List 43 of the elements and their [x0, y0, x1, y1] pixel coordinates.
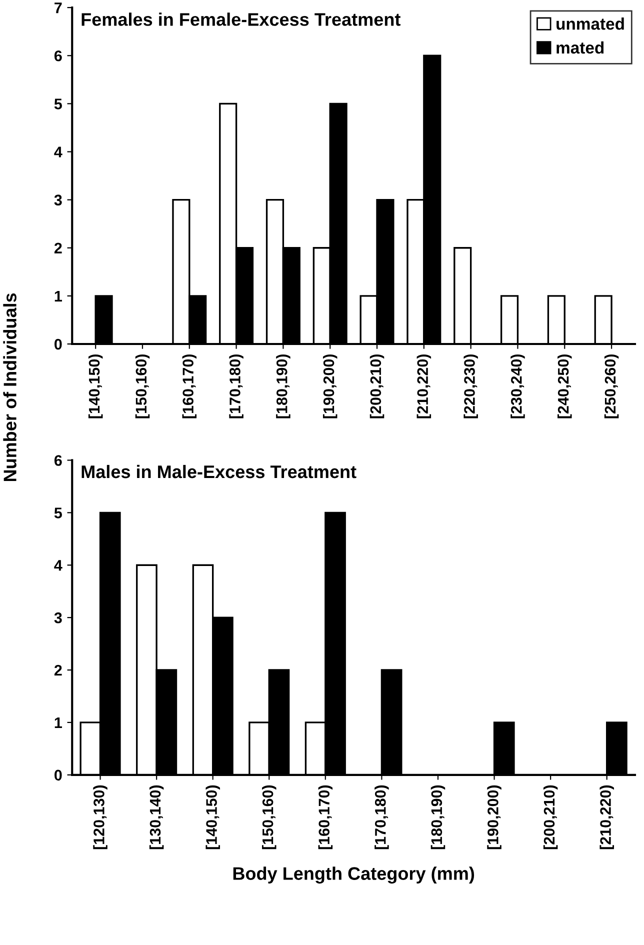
y-tick-label: 2 — [54, 242, 62, 254]
y-axis-title: Number of Individuals — [3, 293, 16, 482]
x-tick-label: [140,150) — [206, 785, 220, 850]
x-tick-label: [190,200) — [322, 354, 338, 418]
x-tick-label: [210,220) — [416, 354, 432, 418]
y-tick-label: 0 — [54, 770, 62, 781]
x-tick-label: [140,150) — [88, 354, 103, 418]
y-tick-label: 5 — [54, 98, 62, 110]
y-tick-label: 1 — [54, 717, 62, 728]
y-tick-label: 4 — [54, 560, 62, 571]
x-tick-label: [200,210) — [370, 354, 384, 418]
y-tick-label: 5 — [54, 508, 62, 518]
x-tick-label: [170,180) — [374, 785, 389, 850]
x-tick-label: [160,170) — [182, 354, 197, 418]
chart-title: Females in Female-Excess Treatment — [82, 12, 400, 26]
y-tick-label: 1 — [54, 290, 62, 302]
legend-label: unmated — [556, 18, 624, 30]
y-tick-label: 3 — [54, 194, 62, 206]
legend-label: mated — [556, 41, 604, 54]
y-tick-label: 7 — [54, 2, 62, 14]
y-tick-label: 4 — [54, 146, 62, 158]
x-tick-label: [170,180) — [229, 354, 244, 418]
x-axis-title: Body Length Category (mm) — [233, 866, 474, 884]
x-tick-label: [150,160) — [135, 354, 150, 418]
y-tick-label: 6 — [54, 455, 62, 466]
x-tick-label: [190,200) — [487, 785, 502, 850]
x-tick-label: [200,210) — [543, 785, 558, 850]
x-tick-label: [130,140) — [149, 785, 164, 850]
y-tick-label: 0 — [54, 338, 62, 350]
x-tick-label: [150,160) — [262, 785, 276, 850]
x-tick-label: [220,230) — [464, 354, 478, 418]
x-tick-label: [250,260) — [604, 354, 619, 418]
x-tick-label: [240,250) — [558, 354, 572, 418]
x-tick-label: [120,130) — [93, 785, 108, 850]
x-tick-label: [210,220) — [600, 785, 614, 850]
y-tick-label: 3 — [54, 612, 62, 624]
chart-title: Males in Male-Excess Treatment — [82, 464, 356, 478]
x-tick-label: [160,170) — [318, 785, 333, 850]
x-tick-label: [180,190) — [430, 785, 446, 850]
y-tick-label: 2 — [54, 664, 62, 676]
x-tick-label: [180,190) — [276, 354, 290, 418]
x-tick-label: [230,240) — [510, 354, 525, 418]
y-tick-label: 6 — [54, 50, 62, 62]
